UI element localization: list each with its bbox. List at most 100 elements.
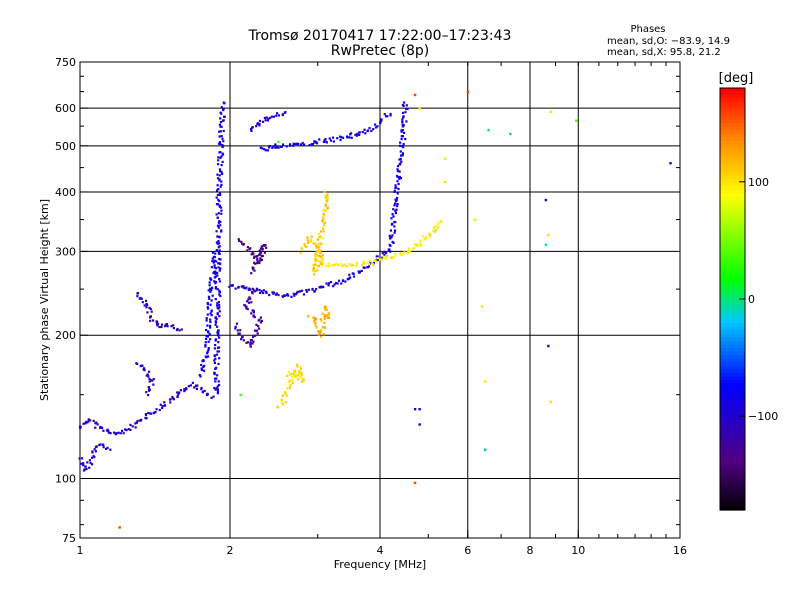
data-point — [272, 291, 275, 294]
data-point — [217, 300, 220, 304]
data-point — [296, 290, 300, 293]
data-point — [222, 108, 225, 112]
data-point — [380, 118, 383, 121]
data-point — [402, 124, 405, 127]
data-point — [329, 280, 333, 284]
data-point — [84, 465, 87, 468]
data-point — [218, 220, 221, 223]
data-point — [217, 266, 220, 269]
data-point — [105, 429, 109, 432]
data-point — [158, 325, 161, 329]
data-point — [251, 309, 254, 312]
data-point — [292, 142, 295, 145]
data-point — [210, 309, 213, 312]
data-point — [400, 129, 403, 132]
data-point — [314, 257, 317, 261]
stats-line-o: mean, sd,O: −83.9, 14.9 — [607, 36, 730, 47]
data-point — [313, 316, 316, 320]
data-point — [317, 243, 320, 246]
data-point — [220, 135, 223, 138]
data-point — [240, 285, 243, 288]
data-point — [263, 251, 266, 254]
colorbar-segment — [720, 408, 745, 413]
colorbar-segment — [720, 232, 745, 237]
data-point — [291, 379, 294, 382]
data-point — [255, 329, 259, 332]
data-point — [252, 266, 255, 270]
data-point — [258, 122, 261, 126]
data-point — [328, 137, 331, 140]
data-point — [325, 264, 328, 268]
data-point — [289, 379, 292, 382]
data-point — [259, 291, 262, 294]
data-point — [401, 152, 405, 155]
data-point — [405, 104, 408, 107]
data-point — [415, 243, 418, 246]
data-trace — [78, 381, 215, 436]
data-point — [100, 426, 104, 430]
data-point — [216, 235, 219, 238]
data-point — [272, 292, 275, 295]
data-point — [393, 189, 396, 192]
plot-area: 1 2 4 6 8 10 16 75 100 200 300 400 500 600 750 — [55, 56, 687, 557]
data-point — [258, 253, 261, 256]
data-point — [368, 127, 371, 130]
data-point — [400, 160, 403, 163]
y-tick-label: 500 — [55, 140, 76, 153]
data-point — [306, 239, 309, 242]
data-point — [219, 117, 222, 120]
data-point — [209, 324, 212, 327]
data-point — [211, 260, 214, 263]
data-point — [217, 142, 221, 145]
data-point — [358, 131, 361, 134]
data-point — [352, 275, 356, 278]
data-point — [383, 253, 386, 256]
data-point — [218, 293, 221, 296]
data-point — [218, 130, 221, 133]
data-point — [355, 134, 358, 137]
data-point — [321, 257, 325, 260]
data-trace — [418, 107, 553, 404]
data-point — [217, 329, 220, 332]
data-point — [289, 384, 292, 387]
data-point — [352, 272, 355, 275]
data-point — [313, 140, 316, 143]
data-point — [218, 310, 221, 313]
data-point — [316, 142, 319, 145]
data-point — [152, 383, 155, 386]
data-point — [394, 211, 397, 215]
data-point — [205, 335, 208, 338]
data-point — [207, 347, 210, 350]
data-point — [213, 359, 216, 362]
data-point — [402, 115, 405, 118]
data-point — [288, 144, 292, 147]
data-point — [360, 269, 363, 272]
data-point — [204, 337, 208, 341]
data-point — [252, 252, 255, 255]
data-point — [259, 146, 262, 149]
data-point — [121, 429, 124, 432]
data-point — [136, 292, 139, 295]
data-point — [315, 253, 319, 256]
data-point — [251, 335, 255, 339]
colorbar-segment — [720, 478, 745, 483]
data-point — [134, 426, 137, 429]
data-point — [397, 187, 400, 191]
colorbar-segment — [720, 288, 745, 293]
data-point — [82, 464, 85, 467]
data-point — [200, 367, 203, 370]
data-point — [145, 303, 149, 307]
data-point — [164, 325, 167, 328]
data-point — [219, 125, 222, 128]
data-point — [151, 379, 154, 382]
data-point — [376, 255, 379, 258]
data-point — [325, 200, 328, 203]
data-point — [432, 229, 435, 232]
data-point — [250, 338, 253, 342]
colorbar: 100 0 −100 — [719, 87, 778, 511]
data-point — [436, 222, 440, 225]
data-point — [231, 284, 234, 287]
data-point — [216, 392, 219, 395]
data-point — [214, 323, 217, 326]
colorbar-segment — [720, 397, 745, 402]
